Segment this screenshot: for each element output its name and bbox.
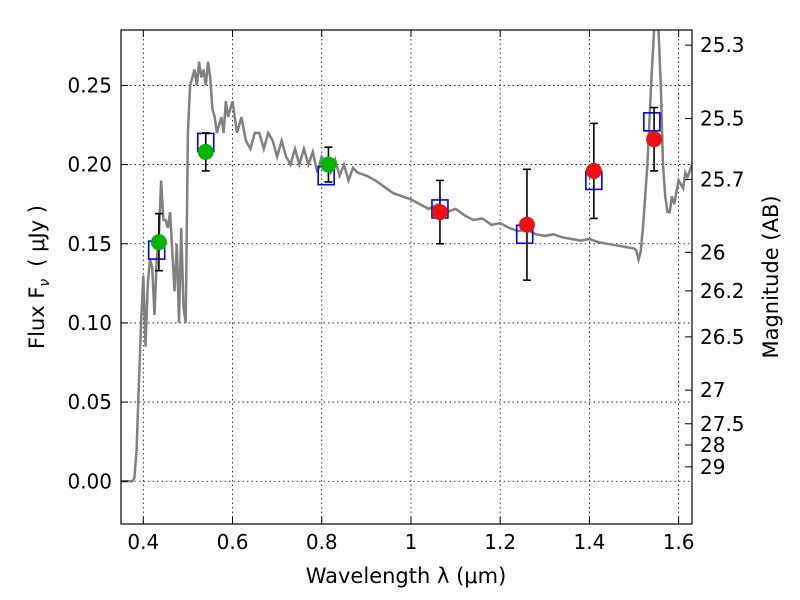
x-tick-label: 0.4 (127, 530, 159, 554)
y-tick-label: 0.25 (67, 73, 112, 97)
x-tick-label: 0.8 (306, 530, 338, 554)
data-point-green (320, 156, 337, 173)
y-axis-label-subscript: ν (37, 279, 53, 287)
x-tick-label: 1.4 (573, 530, 605, 554)
plot-frame (120, 29, 693, 525)
x-tick-label: 0.6 (217, 530, 249, 554)
data-points (150, 131, 663, 251)
y-tick-label: 0.15 (67, 232, 112, 256)
y-axis-label: Flux Fν ( μJy ) (25, 205, 53, 349)
magnitude-tick-label: 27 (700, 378, 725, 402)
magnitude-tick-label: 29 (700, 455, 725, 479)
data-point-green (150, 234, 167, 251)
magnitude-tick-label: 25.3 (700, 33, 745, 57)
magnitude-tick-label: 26.2 (700, 279, 745, 303)
y-axis-label-unit: ( μJy ) (25, 205, 49, 267)
x-axis-label: Wavelength λ (μm) (306, 564, 507, 588)
data-point-red (518, 216, 535, 233)
magnitude-tick-label: 26.5 (700, 325, 745, 349)
x-tick-label: 1.2 (484, 530, 516, 554)
x-axis-ticks: 0.4 0.6 0.8 1 1.2 1.4 1.6 (127, 30, 695, 554)
model-box (643, 112, 661, 132)
model-spectrum-line (121, 30, 692, 483)
y-tick-label: 0.05 (67, 390, 112, 414)
magnitude-tick-label: 25.5 (700, 107, 745, 131)
y-axis-label-main: Flux F (25, 287, 49, 349)
data-point-red (431, 204, 448, 221)
magnitude-tick-label: 28 (700, 433, 725, 457)
magnitude-tick-label: 25.7 (700, 168, 745, 192)
x-tick-label: 1 (405, 530, 418, 554)
data-point-green (197, 143, 214, 160)
y-tick-label: 0.20 (67, 153, 112, 177)
y-tick-label: 0.00 (67, 469, 112, 493)
y-axis-right-label: Magnitude (AB) (759, 195, 783, 358)
grid-lines (121, 30, 692, 524)
plot-area (121, 30, 692, 483)
x-tick-label: 1.6 (663, 530, 695, 554)
data-point-red (585, 162, 602, 179)
magnitude-tick-label: 27.5 (700, 412, 745, 436)
data-point-red (646, 131, 663, 148)
y-axis-ticks: 0.00 0.05 0.10 0.15 0.20 0.25 (67, 73, 128, 493)
y-tick-label: 0.10 (67, 311, 112, 335)
magnitude-tick-label: 26 (700, 240, 725, 264)
